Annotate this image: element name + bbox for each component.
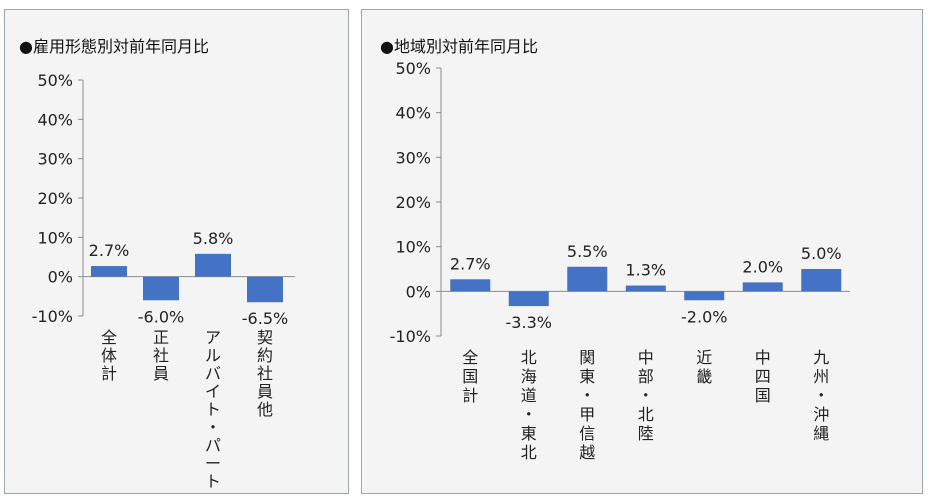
- region-chart-panel: ●地域別対前年同月比 50% 40% 30% 20% 10% 0% -10% 2.7% 全国計 -…: [361, 9, 923, 494]
- y-tick-label: 30%: [37, 150, 73, 169]
- y-tick-label: 50%: [37, 71, 73, 90]
- y-tick-label: 10%: [395, 238, 431, 257]
- data-label: -2.0%: [681, 307, 727, 326]
- data-label: 1.3%: [625, 261, 666, 280]
- category-label-char: 近: [696, 348, 712, 367]
- category-label-char: 四: [755, 367, 771, 386]
- data-label: -6.5%: [242, 309, 288, 328]
- category-label-char: 中: [755, 348, 771, 367]
- category-label-char: 畿: [696, 367, 712, 386]
- bar: [684, 291, 725, 301]
- data-label: 5.0%: [801, 244, 842, 263]
- category-label-char: 中: [638, 348, 654, 367]
- category-label-char: 契: [257, 328, 273, 347]
- bar: [508, 291, 549, 307]
- category-label-char: 約: [257, 346, 273, 365]
- category-label-char: 九: [813, 348, 829, 367]
- category-label-char: 計: [101, 364, 117, 383]
- bar: [195, 253, 231, 277]
- category-label-char: 国: [462, 367, 478, 386]
- category-label-char: 東: [521, 424, 537, 443]
- category-label-char: バ: [205, 364, 221, 383]
- employment-type-bar-chart: 50%40%30%20%10%0%-10%2.7%全体計-6.0%正社員5.8%…: [32, 71, 295, 491]
- category-label-char: ・: [579, 386, 595, 405]
- data-label: 5.8%: [193, 229, 234, 248]
- category-label-char: 北: [638, 405, 654, 424]
- data-label: 2.7%: [450, 254, 491, 273]
- category-label-char: ト: [205, 472, 221, 491]
- bar: [567, 266, 608, 292]
- category-label-char: 員: [257, 382, 273, 401]
- category-label-char: 北: [521, 443, 537, 462]
- y-tick-label: 50%: [395, 59, 431, 78]
- y-tick-label: 20%: [37, 189, 73, 208]
- data-label: 2.0%: [742, 257, 783, 276]
- category-label-char: 国: [755, 386, 771, 405]
- category-label-char: ト: [205, 400, 221, 419]
- category-label-char: 道: [521, 386, 537, 405]
- category-label-char: 北: [521, 348, 537, 367]
- y-tick-label: 40%: [395, 104, 431, 123]
- bar: [801, 269, 842, 292]
- category-label-char: 社: [153, 346, 169, 365]
- bar: [742, 282, 783, 292]
- y-tick-label: 40%: [37, 110, 73, 129]
- y-tick-label: 0%: [406, 282, 431, 301]
- category-label-char: 陸: [638, 424, 654, 443]
- category-label-char: 他: [257, 400, 273, 419]
- category-label-char: 正: [153, 328, 169, 347]
- category-label-char: ー: [205, 454, 221, 473]
- category-label-char: ・: [638, 386, 654, 405]
- category-label-char: ・: [205, 418, 221, 437]
- category-label-char: イ: [205, 382, 221, 401]
- bar: [247, 276, 283, 303]
- category-label-char: ・: [813, 386, 829, 405]
- bar: [143, 276, 179, 301]
- category-label-char: 体: [101, 346, 117, 365]
- y-tick-label: -10%: [390, 327, 431, 346]
- category-label-char: 州: [813, 367, 829, 386]
- category-label-char: 縄: [813, 424, 829, 443]
- category-label-char: 越: [579, 443, 595, 462]
- data-label: -3.3%: [506, 313, 552, 332]
- y-tick-label: 0%: [48, 268, 73, 287]
- category-label-char: 社: [257, 364, 273, 383]
- region-bar-chart: 50%40%30%20%10%0%-10%2.7%全国計-3.3%北海道・東北5…: [390, 59, 850, 462]
- category-label-char: 沖: [813, 405, 829, 424]
- category-label-char: ア: [205, 328, 221, 347]
- bar: [450, 279, 491, 292]
- employment-type-chart-panel: ●雇用形態別対前年同月比 50% 40% 30% 20% 10% 0% -10% 2.7% 全体…: [4, 9, 349, 494]
- y-tick-label: -10%: [32, 307, 73, 326]
- category-label-char: 海: [521, 367, 537, 386]
- data-label: 5.5%: [567, 242, 608, 261]
- category-label-char: 員: [153, 364, 169, 383]
- chart-title: ●雇用形態別対前年同月比: [19, 37, 209, 56]
- category-label-char: 計: [462, 386, 478, 405]
- category-label-char: ル: [205, 346, 221, 365]
- data-label: -6.0%: [138, 307, 184, 326]
- y-tick-label: 30%: [395, 148, 431, 167]
- data-label: 2.7%: [89, 241, 130, 260]
- y-tick-label: 20%: [395, 193, 431, 212]
- category-label-char: 甲: [579, 405, 595, 424]
- category-label-char: ・: [521, 405, 537, 424]
- category-label-char: 部: [638, 367, 654, 386]
- chart-title: ●地域別対前年同月比: [380, 37, 538, 56]
- category-label-char: パ: [205, 436, 221, 455]
- y-tick-label: 10%: [37, 228, 73, 247]
- category-label-char: 関: [579, 348, 595, 367]
- category-label-char: 全: [101, 328, 117, 347]
- category-label-char: 全: [462, 348, 478, 367]
- bar: [91, 266, 127, 277]
- category-label-char: 信: [579, 424, 595, 443]
- category-label-char: 東: [579, 367, 595, 386]
- bar: [625, 285, 666, 292]
